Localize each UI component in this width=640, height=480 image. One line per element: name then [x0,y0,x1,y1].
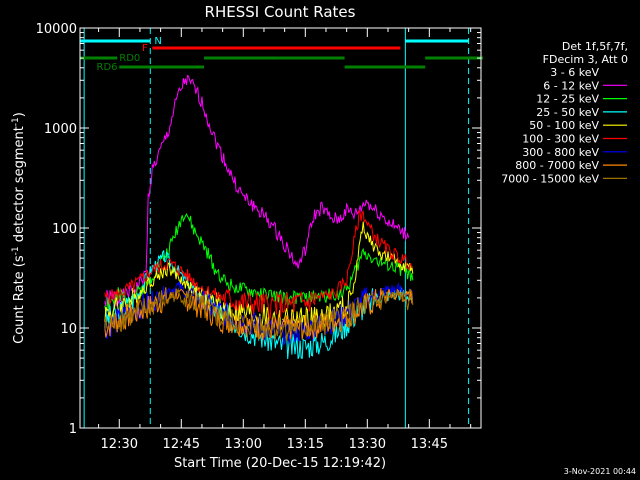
y-tick-label-0: 1 [69,422,77,437]
series-line-8 [104,287,414,341]
legend-label-7: 800 - 7000 keV [515,159,599,172]
x-tick-label-5: 13:45 [411,437,448,452]
x-tick-label-1: 12:45 [163,437,200,452]
series-layer [104,74,414,360]
y-tick-label-2: 100 [52,222,77,237]
legend-label-0: 3 - 6 keV [550,66,599,79]
y-tick-label-4: 10000 [36,22,77,37]
legend-label-1: 6 - 12 keV [543,79,599,92]
x-tick-label-0: 12:30 [101,437,138,452]
flare-label: F [142,43,148,54]
timestamp: 3-Nov-2021 00:44 [564,467,636,476]
rd0-label: RD0 [119,53,140,64]
legend-header-line-2: FDecim 3, Att 0 [543,53,628,66]
series-line-1 [104,74,410,311]
legend-label-6: 300 - 800 keV [522,146,599,159]
series-line-0 [104,120,410,303]
legend-label-4: 50 - 100 keV [529,119,599,132]
y-tick-label-3: 1000 [44,122,77,137]
rd6-label: RD6 [97,62,118,73]
legend-label-8: 7000 - 15000 keV [501,172,599,185]
legend-label-3: 25 - 50 keV [536,106,599,119]
legend-header-line-1: Det 1f,5f,7f, [562,40,628,53]
legend-label-2: 12 - 25 keV [536,93,599,106]
x-axis-ticks: 12:30 12:45 13:00 13:15 13:30 13:45 [98,28,472,452]
y-axis-label: Count Rate (s-1 detector segment-1) [11,112,27,344]
y-tick-label-1: 10 [60,322,77,337]
legend: Det 1f,5f,7f, FDecim 3, Att 0 3 - 6 keV6… [501,40,628,185]
attenuator-label: N [154,36,161,47]
x-tick-label-3: 13:15 [287,437,324,452]
series-line-4 [104,221,414,332]
y-axis-ticks: 1 10 100 1000 10000 [36,22,481,437]
legend-label-5: 100 - 300 keV [522,133,599,146]
x-tick-label-2: 13:00 [225,437,262,452]
x-tick-label-4: 13:30 [349,437,386,452]
chart-title: RHESSI Count Rates [205,3,356,21]
x-axis-label: Start Time (20-Dec-15 12:19:42) [174,456,386,471]
series-line-5 [104,209,413,319]
